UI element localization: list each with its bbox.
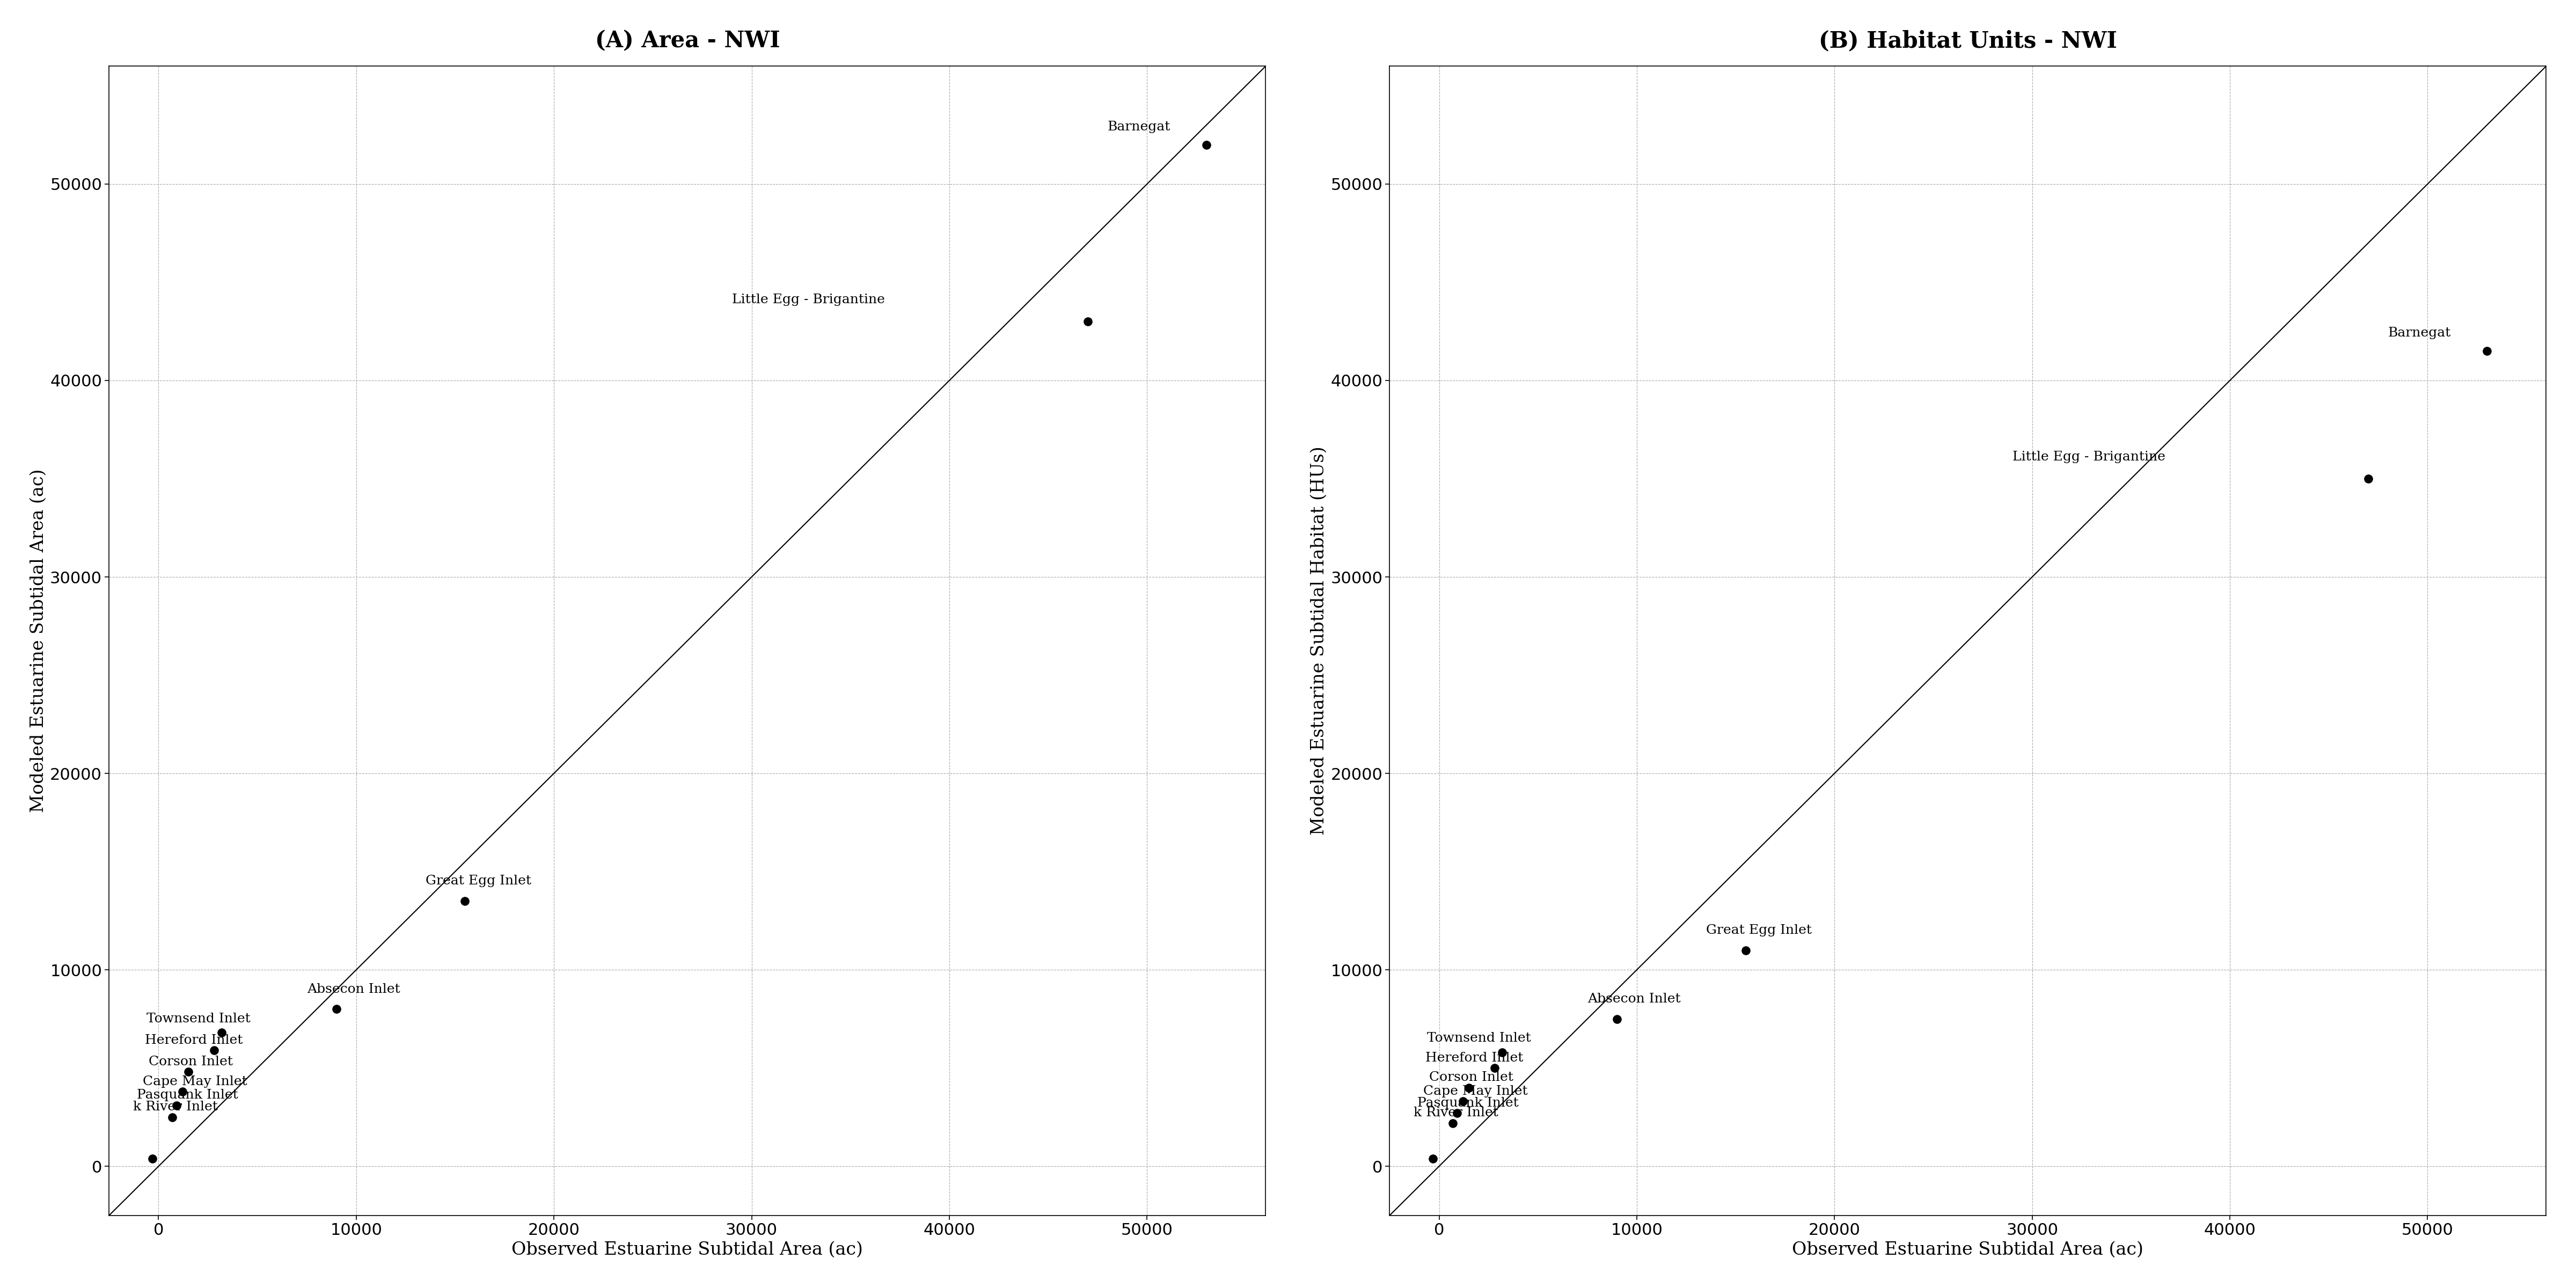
- X-axis label: Observed Estuarine Subtidal Area (ac): Observed Estuarine Subtidal Area (ac): [513, 1242, 863, 1258]
- Title: (A) Area - NWI: (A) Area - NWI: [595, 30, 781, 53]
- Text: Hereford Inlet: Hereford Inlet: [144, 1034, 242, 1046]
- Point: [1437, 1103, 1479, 1123]
- Point: [1432, 1113, 1473, 1133]
- Point: [201, 1023, 242, 1043]
- Text: Great Egg Inlet: Great Egg Inlet: [1705, 923, 1811, 936]
- Point: [1185, 134, 1226, 155]
- Text: Little Egg - Brigantine: Little Egg - Brigantine: [732, 294, 884, 305]
- Y-axis label: Modeled Estuarine Subtidal Area (ac): Modeled Estuarine Subtidal Area (ac): [31, 469, 46, 813]
- Text: Barnegat: Barnegat: [1108, 121, 1170, 133]
- Point: [162, 1082, 204, 1103]
- Text: Absecon Inlet: Absecon Inlet: [307, 983, 399, 996]
- Point: [1726, 940, 1767, 961]
- Text: Barnegat: Barnegat: [2388, 327, 2450, 339]
- Text: k River Inlet: k River Inlet: [134, 1101, 216, 1113]
- Point: [193, 1041, 234, 1061]
- Point: [1066, 312, 1108, 332]
- Y-axis label: Modeled Estuarine Subtidal Habitat (HUs): Modeled Estuarine Subtidal Habitat (HUs): [1311, 447, 1327, 835]
- Point: [2465, 341, 2506, 362]
- Text: k River Inlet: k River Inlet: [1414, 1106, 1499, 1119]
- Title: (B) Habitat Units - NWI: (B) Habitat Units - NWI: [1819, 30, 2117, 53]
- Point: [2347, 469, 2388, 489]
- Text: Townsend Inlet: Townsend Inlet: [1427, 1032, 1530, 1045]
- Text: Absecon Inlet: Absecon Inlet: [1587, 993, 1680, 1005]
- Text: Corson Inlet: Corson Inlet: [1430, 1072, 1512, 1083]
- Text: Cape May Inlet: Cape May Inlet: [142, 1075, 247, 1087]
- X-axis label: Observed Estuarine Subtidal Area (ac): Observed Estuarine Subtidal Area (ac): [1793, 1242, 2143, 1258]
- Text: Corson Inlet: Corson Inlet: [149, 1056, 232, 1068]
- Point: [155, 1095, 196, 1115]
- Point: [1481, 1042, 1522, 1063]
- Text: Townsend Inlet: Townsend Inlet: [147, 1012, 250, 1025]
- Point: [317, 998, 358, 1019]
- Point: [1412, 1148, 1453, 1168]
- Point: [443, 891, 484, 912]
- Text: Hereford Inlet: Hereford Inlet: [1425, 1052, 1522, 1064]
- Text: Pasquank Inlet: Pasquank Inlet: [1417, 1097, 1520, 1109]
- Point: [1597, 1009, 1638, 1029]
- Point: [1473, 1057, 1515, 1078]
- Point: [131, 1148, 173, 1168]
- Text: Pasquank Inlet: Pasquank Inlet: [137, 1090, 237, 1101]
- Point: [167, 1061, 209, 1082]
- Point: [1443, 1091, 1484, 1112]
- Text: Cape May Inlet: Cape May Inlet: [1425, 1086, 1528, 1097]
- Text: Little Egg - Brigantine: Little Egg - Brigantine: [2012, 451, 2166, 462]
- Text: Great Egg Inlet: Great Egg Inlet: [425, 875, 531, 887]
- Point: [1448, 1077, 1489, 1097]
- Point: [152, 1106, 193, 1127]
